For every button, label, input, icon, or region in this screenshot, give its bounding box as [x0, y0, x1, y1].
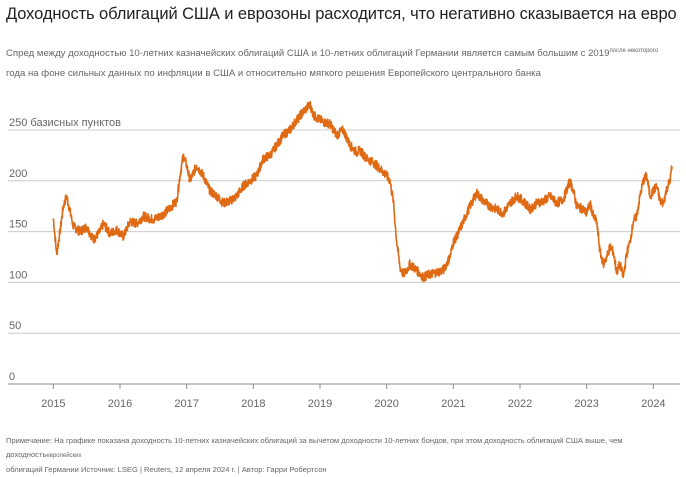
spread-series-line	[52, 101, 673, 283]
y-tick-label: 150	[9, 219, 27, 231]
x-tick-label: 2022	[508, 398, 532, 410]
y-tick-label: 250 базисных пунктов	[9, 117, 121, 129]
y-tick-label: 0	[9, 371, 15, 383]
x-tick-label: 2019	[308, 398, 332, 410]
x-tick-label: 2017	[174, 398, 198, 410]
x-tick-label: 2020	[374, 398, 398, 410]
x-tick-label: 2021	[441, 398, 465, 410]
x-tick-label: 2023	[574, 398, 598, 410]
y-tick-label: 200	[9, 168, 27, 180]
y-tick-label: 100	[9, 269, 27, 281]
footnote-source: облигаций Германии Источник: LSEG | Reut…	[6, 465, 327, 474]
y-tick-label: 50	[9, 320, 21, 332]
x-tick-label: 2018	[241, 398, 265, 410]
x-axis-ticks: 2015 2016 2017 2018 2019 2020 2021 2022 2023 2024	[41, 384, 666, 410]
y-axis-tick-labels: 0 50 100 150 200 250 базисных пунктов	[9, 117, 121, 383]
chart-subtitle: Спред между доходностью 10-летних казнач…	[6, 44, 682, 84]
subtitle-text-continued: года на фоне сильных данных по инфляции …	[6, 68, 541, 79]
subtitle-text: Спред между доходностью 10-летних казнач…	[6, 48, 610, 59]
footnote-text: Примечание: На графике показана доходнос…	[6, 436, 623, 459]
x-tick-label: 2016	[108, 398, 132, 410]
footnote-small-text: европейских	[46, 452, 82, 459]
chart-title: Доходность облигаций США и еврозоны расх…	[6, 5, 677, 23]
chart-footnote: Примечание: На графике показана доходнос…	[6, 434, 682, 477]
x-tick-label: 2015	[41, 398, 65, 410]
subtitle-small-text: после некоторого	[609, 48, 659, 54]
x-tick-label: 2024	[641, 398, 665, 410]
